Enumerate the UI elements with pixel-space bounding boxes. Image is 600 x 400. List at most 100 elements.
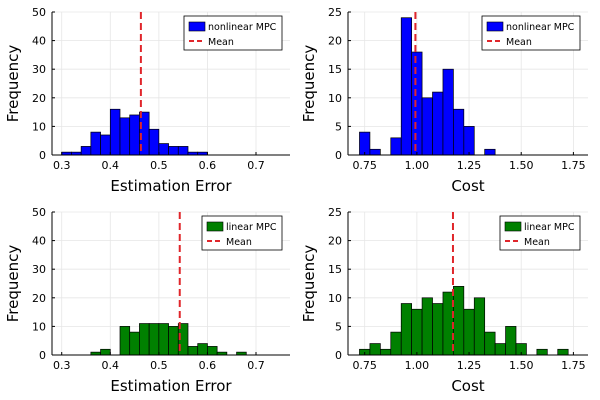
y-tick-label: 30 (32, 63, 46, 76)
legend-box (481, 15, 581, 51)
x-tick-label: 0.5 (150, 159, 168, 172)
y-axis-label: Frequency (4, 245, 22, 323)
histogram-bar (158, 143, 169, 156)
y-tick-label: 20 (328, 35, 342, 48)
y-tick-label: 30 (32, 263, 46, 276)
y-tick-label: 0 (39, 149, 46, 162)
y-tick-label: 0 (335, 349, 342, 362)
x-axis-label: Cost (451, 377, 484, 395)
x-tick-label: 1.50 (509, 359, 534, 372)
x-tick-label: 1.75 (561, 359, 586, 372)
x-tick-label: 0.6 (199, 159, 217, 172)
legend-swatch-bars (188, 21, 206, 32)
y-tick-label: 0 (335, 149, 342, 162)
x-tick-label: 0.7 (247, 159, 265, 172)
legend: linear MPC Mean (201, 215, 283, 251)
y-tick-label: 5 (335, 120, 342, 133)
x-tick-label: 0.3 (53, 359, 71, 372)
histogram-panel-1: 0.3 0.4 0.5 0.6 0.7 0 10 20 30 40 50 Estimation Err… (4, 6, 290, 195)
histogram-bar (442, 291, 454, 356)
legend-entry: linear MPC (524, 222, 575, 233)
x-tick-label: 1.75 (561, 159, 586, 172)
histogram-bar (400, 17, 413, 156)
histogram-bar (411, 51, 423, 156)
legend: nonlinear MPC Mean (481, 15, 581, 51)
histogram-bar (536, 348, 548, 356)
y-tick-label: 20 (328, 235, 342, 248)
histogram-bar (148, 128, 160, 156)
histogram-bar (100, 134, 111, 156)
histogram-bar (411, 308, 423, 356)
x-tick-label: 1.25 (457, 359, 482, 372)
histogram-bar (463, 308, 475, 356)
histogram-bar (129, 331, 140, 356)
histogram-bar (494, 343, 506, 356)
legend-box (499, 215, 581, 251)
y-tick-label: 10 (328, 292, 342, 305)
histogram-bar (109, 108, 121, 156)
histogram-bar (100, 348, 111, 356)
legend-swatch-bars (206, 221, 224, 232)
x-tick-label: 0.75 (352, 159, 377, 172)
legend-entry: nonlinear MPC (506, 22, 575, 33)
histogram-bar (177, 146, 189, 156)
histogram-bar (453, 286, 465, 356)
histogram-bar (453, 108, 465, 156)
x-tick-label: 1.00 (405, 159, 430, 172)
x-tick-label: 0.7 (247, 359, 265, 372)
y-tick-label: 10 (32, 320, 46, 333)
x-tick-label: 1.00 (405, 359, 430, 372)
y-axis-label: Frequency (300, 45, 318, 123)
histogram-bar (187, 346, 199, 356)
histogram-bar (390, 331, 402, 356)
histogram-bar (421, 97, 433, 156)
y-tick-label: 25 (328, 206, 342, 219)
legend: nonlinear MPC Mean (183, 15, 283, 51)
y-tick-label: 40 (32, 235, 46, 248)
x-tick-label: 0.4 (102, 359, 120, 372)
histogram-bar (463, 126, 475, 156)
histogram-bar (390, 137, 402, 156)
histogram-bar (129, 114, 140, 156)
y-tick-label: 25 (328, 6, 342, 19)
x-tick-label: 1.50 (509, 159, 534, 172)
histogram-bar (139, 323, 150, 356)
y-tick-label: 20 (32, 92, 46, 105)
y-tick-label: 50 (32, 206, 46, 219)
y-tick-label: 10 (32, 120, 46, 133)
legend-swatch-bars (504, 221, 522, 232)
histogram-bar (148, 323, 160, 356)
y-tick-label: 0 (39, 349, 46, 362)
histogram-bar (207, 346, 218, 356)
histogram-bar (80, 146, 92, 156)
legend-entry: nonlinear MPC (208, 22, 277, 33)
x-tick-label: 0.4 (102, 159, 120, 172)
histogram-bar (168, 146, 179, 156)
histogram-panel-4: 0.75 1.00 1.25 1.50 1.75 0 5 10 15 20 25 Cost Freque… (300, 206, 588, 395)
y-tick-label: 50 (32, 6, 46, 19)
histogram-bar (505, 326, 517, 356)
histogram-bar (473, 297, 486, 356)
histogram-bar (168, 326, 179, 356)
legend-entry: linear MPC (226, 222, 277, 233)
x-tick-label: 0.6 (199, 359, 217, 372)
y-tick-label: 15 (328, 63, 342, 76)
histogram-bar (557, 348, 569, 356)
legend-box (201, 215, 283, 251)
histogram-bar (369, 343, 381, 356)
y-tick-label: 5 (335, 320, 342, 333)
histogram-bar (119, 117, 131, 156)
legend: linear MPC Mean (499, 215, 581, 251)
histogram-bar (197, 343, 208, 356)
histogram-bar (359, 131, 371, 156)
y-tick-label: 10 (328, 92, 342, 105)
y-tick-label: 20 (32, 292, 46, 305)
legend-entry: Mean (208, 37, 234, 48)
y-tick-label: 15 (328, 263, 342, 276)
x-tick-label: 1.25 (457, 159, 482, 172)
histogram-panel-2: 0.75 1.00 1.25 1.50 1.75 0 5 10 15 20 25 Cost Freque… (300, 6, 588, 195)
histogram-bar (421, 297, 433, 356)
x-tick-label: 0.3 (53, 159, 71, 172)
y-tick-label: 40 (32, 35, 46, 48)
